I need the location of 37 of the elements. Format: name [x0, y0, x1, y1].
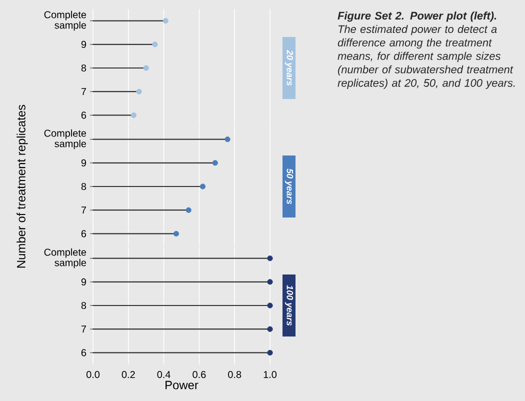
y-tick-label: Complete sample [44, 10, 86, 31]
x-tick-label: 0.6 [192, 371, 206, 378]
y-tick-label: 8 [81, 182, 86, 190]
point [143, 65, 149, 71]
point [173, 230, 179, 236]
x-tick-label: 0.8 [228, 371, 242, 378]
y-tick-label: 8 [81, 64, 86, 72]
y-tick-label: 7 [81, 326, 86, 333]
y-tick-label: 9 [81, 159, 86, 166]
x-tick-label: 0.2 [122, 371, 135, 378]
point [162, 18, 168, 24]
text: 20 years [284, 50, 294, 86]
point [186, 207, 192, 213]
point [136, 88, 142, 94]
y-tick-label: 8 [81, 302, 86, 310]
point [212, 160, 218, 166]
y-tick-label: 7 [81, 88, 86, 96]
x-tick-label: 0.4 [157, 371, 170, 378]
y-tick-label: 6 [81, 230, 86, 238]
y-tick-label: Complete sample [44, 129, 86, 150]
point [152, 42, 158, 48]
y-tick-label: 7 [81, 206, 86, 214]
y-tick-label: 6 [81, 112, 86, 119]
y-tick-label: Complete sample [44, 248, 86, 268]
text: 100 years [284, 285, 294, 326]
y-tick-label: 9 [81, 40, 86, 48]
point [200, 184, 206, 190]
text: 50 years [284, 168, 294, 204]
y-tick-label: 9 [81, 278, 86, 286]
x-tick-label: 1.0 [264, 371, 277, 378]
x-axis-title: Power [166, 380, 198, 390]
text: Figure Set 2. Power plot (left). The estimated power to detect a difference among the treatment means, for different sample sizes (number of subwatershed treatment replicates) at 20, 50, and 100 years. [338, 12, 515, 89]
x-tick-label: 0.0 [86, 371, 100, 378]
y-axis-title: Number of treatment replicates [16, 104, 28, 268]
point [130, 112, 137, 118]
point [224, 136, 230, 142]
y-tick-label: 6 [81, 349, 86, 356]
